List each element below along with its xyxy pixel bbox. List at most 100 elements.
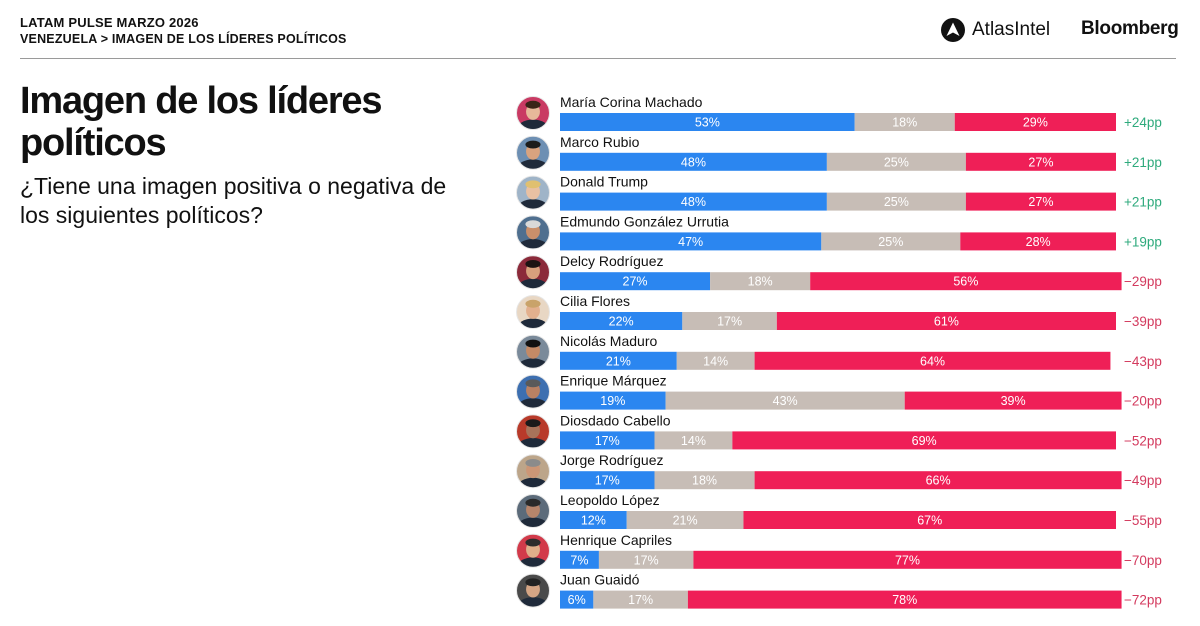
negative-bar-segment [743,511,1116,529]
positive-value-label: 6% [568,593,586,607]
negative-bar-segment [960,232,1116,251]
politician-photo-icon [516,96,550,130]
breadcrumb: VENEZUELA > IMAGEN DE LOS LÍDERES POLÍTI… [20,32,347,46]
negative-bar-segment [693,550,1122,569]
neutral-value-label: 18% [748,275,773,289]
net-score-label: −70pp [1124,553,1162,568]
positive-value-label: 19% [600,394,625,408]
politician-name: Nicolás Maduro [560,333,657,349]
neutral-value-label: 14% [703,354,728,368]
negative-value-label: 29% [1023,116,1048,130]
politician-photo-icon [516,414,550,448]
negative-value-label: 61% [934,315,959,329]
chart-row: Henrique Capriles 7% 17% 77% −70pp [516,532,1162,569]
neutral-bar-segment [598,550,694,569]
positive-bar-segment [560,391,666,410]
positive-bar-segment [560,590,594,609]
chart-row: Cilia Flores 22% 17% 61% −39pp [516,293,1162,330]
politician-photo-icon [516,295,550,329]
positive-value-label: 22% [609,315,634,329]
positive-bar-segment [560,550,599,569]
neutral-value-label: 17% [634,553,659,567]
neutral-value-label: 21% [673,514,698,528]
negative-bar-segment [687,590,1122,609]
net-score-label: −43pp [1124,354,1162,369]
negative-bar-segment [965,152,1116,171]
politician-photo-icon [516,136,550,170]
negative-value-label: 66% [926,474,951,488]
atlasintel-mark-icon [941,18,965,42]
net-score-label: +24pp [1124,115,1162,130]
negative-value-label: 78% [892,593,917,607]
negative-bar-segment [904,391,1122,410]
neutral-value-label: 14% [681,434,706,448]
politician-photo-icon [516,454,550,488]
header-divider [20,58,1176,59]
positive-value-label: 48% [681,195,706,209]
neutral-bar-segment [593,590,688,609]
positive-value-label: 47% [678,235,703,249]
politician-photo-icon [516,534,550,568]
politician-name: Diosdado Cabello [560,412,671,428]
politician-photo-icon [516,375,550,409]
neutral-bar-segment [826,152,966,171]
neutral-bar-segment [826,192,966,211]
negative-value-label: 39% [1001,394,1026,408]
chart-row: Jorge Rodríguez 17% 18% 66% −49pp [516,452,1162,490]
politician-name: Delcy Rodríguez [560,253,664,269]
neutral-bar-segment [654,471,755,490]
positive-bar-segment [560,152,827,171]
neutral-value-label: 17% [628,593,653,607]
neutral-bar-segment [854,113,955,131]
politician-name: María Corina Machado [560,94,703,110]
chart-row: Marco Rubio 48% 25% 27% +21pp [516,134,1162,171]
neutral-bar-segment [665,391,905,410]
politician-name: Leopoldo López [560,492,660,508]
page-subtitle: ¿Tiene una imagen positiva o negativa de… [20,173,447,228]
net-score-label: −55pp [1124,513,1162,528]
positive-value-label: 21% [606,354,631,368]
politician-name: Juan Guaidó [560,572,640,588]
positive-value-label: 48% [681,155,706,169]
net-score-label: −72pp [1124,593,1162,608]
positive-bar-segment [560,113,855,131]
chart-row: Donald Trump 48% 25% 27% +21pp [516,174,1162,211]
chart-row: Leopoldo López 12% 21% 67% −55pp [516,492,1162,529]
net-score-label: −49pp [1124,473,1162,488]
politician-photo-icon [516,335,550,369]
politician-name: Marco Rubio [560,134,640,150]
positive-value-label: 27% [623,275,648,289]
neutral-bar-segment [676,351,755,370]
politician-photo-icon [516,494,550,528]
politician-name: Enrique Márquez [560,373,667,389]
net-score-label: +21pp [1124,195,1162,210]
politician-name: Henrique Capriles [560,532,672,548]
negative-value-label: 77% [895,553,920,567]
positive-value-label: 7% [570,553,588,567]
negative-bar-segment [776,312,1116,330]
politician-photo-icon [516,574,550,608]
chart-row: Juan Guaidó 6% 17% 78% −72pp [516,572,1162,609]
politician-name: Cilia Flores [560,293,630,309]
net-score-label: +19pp [1124,234,1162,249]
neutral-bar-segment [821,232,961,251]
negative-value-label: 27% [1028,155,1053,169]
politician-photo-icon [516,255,550,289]
neutral-value-label: 18% [692,474,717,488]
positive-value-label: 17% [595,434,620,448]
neutral-value-label: 25% [884,195,909,209]
neutral-bar-segment [682,312,777,330]
neutral-bar-segment [710,272,811,291]
chart-row: Diosdado Cabello 17% 14% 69% −52pp [516,412,1162,450]
politician-name: Donald Trump [560,174,648,190]
atlasintel-logo: AtlasIntel [940,16,1050,44]
positive-bar-segment [560,471,655,490]
net-score-label: −29pp [1124,274,1162,289]
positive-value-label: 17% [595,474,620,488]
positive-bar-segment [560,351,677,370]
chart-row: María Corina Machado 53% 18% 29% +24pp [516,94,1162,131]
neutral-bar-segment [654,431,733,450]
negative-bar-segment [754,351,1111,370]
negative-value-label: 69% [912,434,937,448]
